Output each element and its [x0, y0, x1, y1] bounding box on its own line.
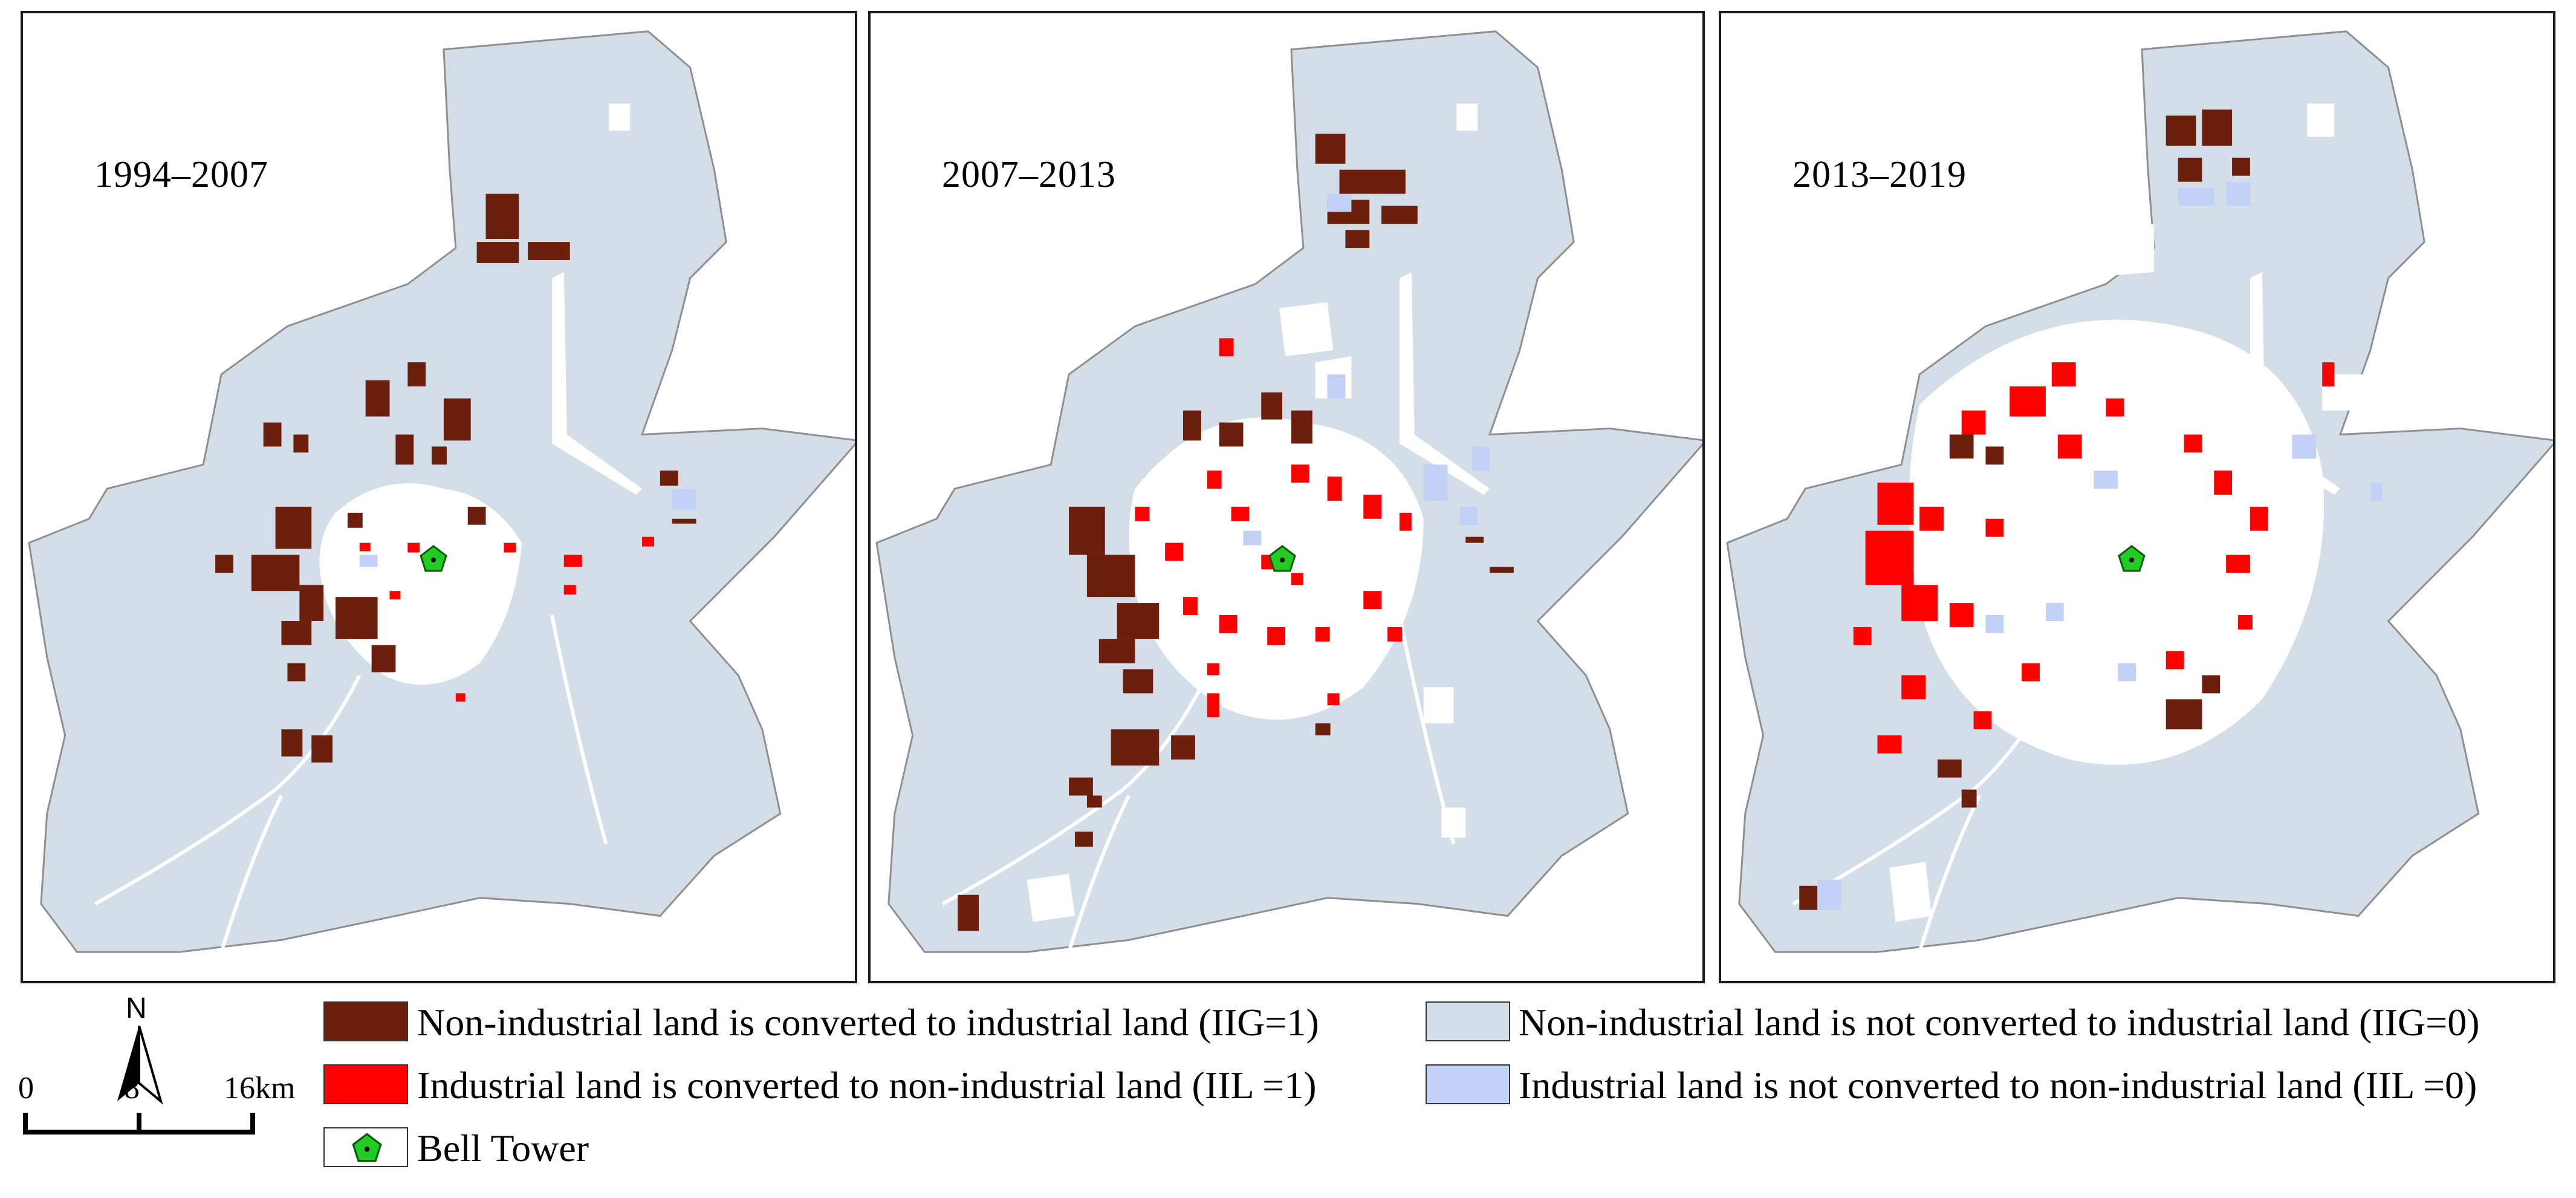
north-label: N [126, 992, 147, 1024]
period-label: 2007–2013 [942, 154, 1116, 195]
bell-tower-marker [2118, 545, 2146, 572]
legend-label-iig1: Non-industrial land is converted to indu… [417, 1001, 1319, 1044]
legend-swatch-iil1 [323, 1064, 408, 1104]
period-label: 2013–2019 [1792, 154, 1967, 195]
map-graphic [28, 30, 855, 953]
legend-swatch-iil0 [1426, 1064, 1510, 1104]
legend-label-bell: Bell Tower [417, 1127, 589, 1170]
period-label: 1994–2007 [94, 154, 268, 195]
legend-label-iil1: Industrial land is converted to non-indu… [417, 1064, 1317, 1107]
map-panel-1994-2007: 1994–2007 [21, 11, 857, 983]
legend-label-iil0: Industrial land is not converted to non-… [1519, 1064, 2477, 1107]
bell-tower-marker [1268, 545, 1296, 572]
north-arrow-icon [117, 1026, 163, 1104]
bell-tower-marker [420, 545, 447, 572]
map-panel-2013-2019: 2013–2019 [1719, 11, 2555, 983]
scale-tick-label-0: 0 [18, 1071, 34, 1105]
scale-tick-label-8: 8 [124, 1071, 140, 1105]
legend-swatch-bell [323, 1127, 408, 1167]
map-graphic [1726, 30, 2553, 953]
legend-label-iig0: Non-industrial land is not converted to … [1519, 1001, 2480, 1044]
legend-swatch-iig0 [1426, 1001, 1510, 1041]
map-panel-2007-2013: 2007–2013 [868, 11, 1705, 983]
scale-bar: 0 8 16km [18, 1070, 333, 1161]
scale-tick-label-16: 16km [224, 1071, 296, 1105]
legend-swatch-iig1 [323, 1001, 408, 1041]
bell-tower-icon [352, 1133, 382, 1162]
scale-bar-graphic [23, 1113, 255, 1135]
north-arrow: N [103, 992, 175, 1113]
